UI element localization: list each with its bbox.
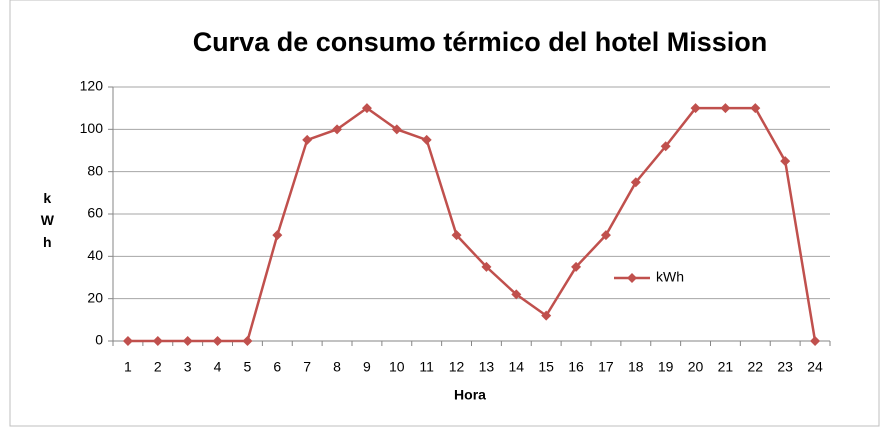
point [421, 134, 432, 145]
point [122, 336, 133, 346]
x-tick-label: 5 [244, 359, 252, 375]
y-tick-label: 0 [95, 332, 103, 348]
point [272, 230, 283, 241]
y-axis-title: kWh [39, 190, 55, 256]
point [451, 230, 462, 241]
point [481, 261, 492, 272]
point [690, 103, 701, 114]
x-tick-label: 7 [303, 359, 311, 375]
legend-marker [627, 273, 637, 283]
point [242, 336, 253, 346]
x-tick-label: 9 [363, 359, 371, 375]
point [780, 156, 791, 167]
x-tick-label: 15 [538, 359, 554, 375]
x-tick-label: 8 [333, 359, 341, 375]
x-tick-label: 3 [184, 359, 192, 375]
point [152, 336, 163, 346]
point [660, 141, 671, 152]
y-tick-label: 120 [80, 78, 104, 94]
x-tick-label: 19 [658, 359, 674, 375]
x-tick-label: 22 [748, 359, 764, 375]
x-tick-label: 2 [154, 359, 162, 375]
point [810, 336, 821, 346]
point [332, 124, 343, 135]
x-tick-label: 24 [807, 359, 823, 375]
legend-label: kWh [656, 269, 684, 285]
x-tick-label: 14 [509, 359, 525, 375]
point [750, 103, 761, 114]
y-tick-label: 20 [87, 289, 103, 305]
y-tick-label: 60 [87, 205, 103, 221]
point [720, 103, 731, 114]
point [541, 310, 552, 321]
x-tick-label: 17 [598, 359, 614, 375]
point [571, 261, 582, 272]
x-tick-label: 21 [718, 359, 734, 375]
point [212, 336, 223, 346]
x-tick-label: 23 [777, 359, 793, 375]
x-tick-label: 11 [419, 359, 434, 375]
chart-frame [9, 0, 880, 427]
x-tick-label: 1 [124, 359, 132, 375]
point [630, 177, 641, 188]
x-tick-label: 12 [449, 359, 465, 375]
y-tick-label: 100 [80, 120, 104, 136]
x-tick-label: 16 [568, 359, 584, 375]
chart-title: Curva de consumo térmico del hotel Missi… [193, 27, 768, 57]
point [182, 336, 193, 346]
x-axis-title: Hora [454, 387, 486, 403]
x-tick-label: 18 [628, 359, 644, 375]
y-tick-label: 40 [87, 247, 103, 263]
x-tick-label: 4 [214, 359, 222, 375]
x-tick-label: 10 [389, 359, 405, 375]
point [511, 289, 522, 300]
point [361, 103, 372, 114]
point [302, 134, 313, 145]
x-tick-label: 13 [479, 359, 495, 375]
point [391, 124, 402, 135]
x-tick-label: 20 [688, 359, 704, 375]
point [600, 230, 611, 241]
x-tick-label: 6 [273, 359, 281, 375]
y-tick-label: 80 [87, 162, 103, 178]
